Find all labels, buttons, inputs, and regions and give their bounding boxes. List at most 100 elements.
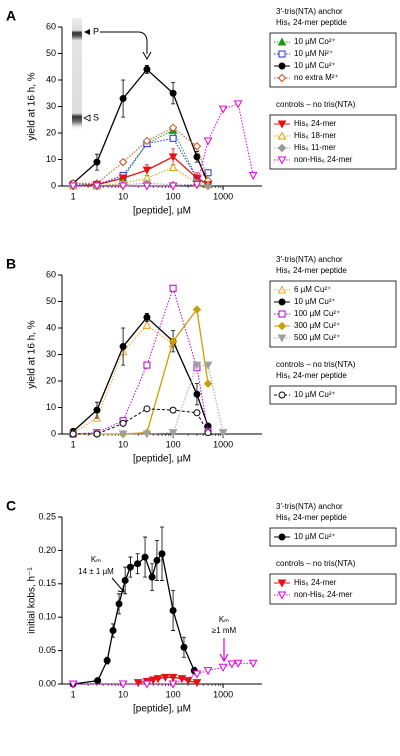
data-point [119,343,127,351]
legend-box [269,527,397,547]
y-tick-label: 0.20 [38,545,56,555]
legend-header: His₆ 24-mer peptide [276,513,347,522]
legend-marker [277,285,287,294]
legend-marker [277,131,287,140]
data-point [143,361,151,369]
callout-arrowhead [142,51,152,61]
legend-header: 3′-tris(NTA) anchor [276,255,343,264]
x-tick-label: 100 [166,191,181,201]
y-tick-label: 20 [46,375,56,385]
data-point [143,313,151,321]
x-tick-label: 10 [118,191,128,201]
data-point [118,430,128,439]
data-point [233,659,243,668]
data-point [168,162,178,171]
data-point [183,677,193,686]
y-tick-label: 20 [46,127,56,137]
legend-box [269,573,397,605]
data-point [168,337,178,346]
y-tick-label: 0.25 [38,511,56,521]
data-point [161,673,170,682]
legend-label: 100 µM Cu²⁺ [294,309,340,318]
y-tick-label: 10 [46,154,56,164]
legend-label: 10 µM Cu²⁺ [294,532,336,541]
annotation: Kₘ [219,615,229,624]
legend-marker [278,62,286,70]
data-point [93,406,101,414]
panel-label: C [6,498,16,514]
data-point [169,406,177,414]
legend-header: 3′-tris(NTA) anchor [276,502,343,511]
annotation: ≥1 mM [212,626,237,635]
data-point [218,429,228,438]
data-point [180,643,188,651]
y-axis-label: initial kobs, h⁻¹ [27,567,38,634]
data-point [193,390,201,398]
data-point [118,157,128,167]
series-line [73,307,209,435]
legend-label: non-His₆ 24-mer [294,155,353,164]
x-axis-label: [peptide], µM [133,206,191,217]
data-point [168,182,178,191]
annotation: Kₘ [91,555,101,564]
data-point [192,305,202,314]
data-point [93,430,101,438]
data-point [119,95,127,103]
data-point [203,379,213,388]
series-line [72,316,209,432]
x-tick-label: 1000 [213,439,233,449]
legend-label: 10 µM Ni²⁺ [294,49,333,58]
data-point [142,166,152,175]
data-point [192,679,202,688]
data-point [193,153,201,161]
data-point [218,105,228,114]
data-point [126,563,134,571]
data-point [169,607,177,615]
data-point [192,181,202,190]
y-tick-label: 10 [46,402,56,412]
y-axis-label: yield at 16 h, % [27,72,38,140]
series-line [73,127,209,184]
y-tick-label: 30 [46,349,56,359]
series-line [73,662,254,685]
data-point [103,657,111,665]
data-point [248,659,258,668]
x-tick-label: 1 [71,439,76,449]
data-point [218,663,228,672]
data-point [118,680,128,689]
data-point [68,680,78,689]
data-point [142,182,152,191]
series-line [72,68,209,184]
legend-marker [278,50,286,58]
legend-marker [277,156,287,165]
legend-marker [277,334,287,343]
y-axis-label: yield at 16 h, % [27,320,38,388]
legend-marker [278,298,286,306]
y-tick-label: 0.00 [38,678,56,688]
data-point [177,675,187,684]
data-point [168,429,178,438]
legend-label: His₆ 24-mer [294,578,337,587]
data-point [168,673,178,682]
data-point [94,677,102,685]
data-point [143,65,151,73]
data-point [92,182,102,191]
x-tick-label: 100 [166,689,181,699]
data-point [203,181,213,191]
data-point [119,419,127,427]
legend-label: 6 µM Cu²⁺ [294,285,331,294]
data-point [118,174,128,183]
data-point [168,153,178,162]
data-point [203,137,213,146]
y-tick-label: 30 [46,101,56,111]
series-line [73,364,224,435]
data-point [192,361,202,370]
data-point [158,550,166,558]
data-point [204,429,212,437]
legend-label: His₆ 11-mer [294,143,336,152]
legend-label: non-His₆ 24-mer [294,590,353,599]
data-point [143,405,151,413]
legend-marker [277,73,287,83]
data-point [115,600,123,608]
